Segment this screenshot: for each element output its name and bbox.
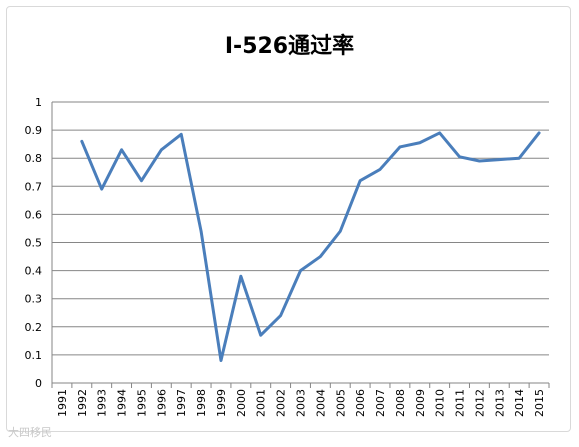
data-point: [398, 145, 402, 149]
data-point: [537, 131, 541, 135]
data-point: [100, 187, 103, 191]
x-tick-label: 2011: [454, 389, 467, 417]
y-tick-labels: 0 0.1 0.2 0.3 0.4 0.5 0.6 0.7 0.8 0.9 1: [25, 96, 43, 390]
x-tick-label: 2007: [374, 389, 387, 417]
x-tick-labels: 1991 1992 1993 1994 1995 1996 1997 1998 1999 2000…: [56, 389, 546, 417]
x-tick-label: 2013: [493, 389, 506, 417]
axes: [51, 102, 550, 388]
x-tick-label: 1999: [215, 389, 228, 417]
x-tick-label: 1994: [116, 389, 129, 417]
data-point: [358, 179, 362, 182]
data-point: [239, 275, 243, 278]
data-point: [140, 179, 143, 182]
watermark: 大四移民: [8, 426, 52, 439]
gridlines: [52, 101, 549, 356]
x-tick-label: 2008: [394, 389, 407, 417]
data-point: [279, 314, 282, 317]
x-tick-label: 2014: [513, 389, 526, 417]
x-tick-label: 2002: [275, 389, 288, 417]
x-tick-label: 1993: [96, 389, 109, 417]
x-tick-label: 2010: [434, 389, 447, 417]
y-tick-label: 0.3: [25, 293, 43, 306]
y-tick-label: 0.1: [25, 349, 43, 362]
data-point: [199, 230, 203, 233]
x-tick-label: 2000: [235, 389, 248, 417]
y-tick-label: 0.2: [25, 321, 43, 334]
x-tick-label: 1991: [56, 389, 69, 417]
x-tick-label: 2004: [314, 389, 327, 417]
series-line: [80, 131, 541, 363]
data-point: [80, 140, 84, 143]
y-tick-label: 0.6: [25, 208, 43, 221]
data-point: [259, 334, 262, 337]
data-point: [339, 230, 342, 233]
x-tick-label: 2006: [354, 389, 367, 417]
y-tick-label: 0.8: [25, 152, 43, 165]
y-tick-label: 0.5: [25, 237, 43, 250]
x-tick-label: 2001: [255, 389, 268, 417]
series-layer: [80, 131, 541, 363]
x-tick-label: 2005: [334, 389, 347, 417]
data-point: [299, 269, 302, 272]
data-point: [438, 131, 441, 135]
x-tick-label: 1998: [195, 389, 208, 417]
y-tick-label: 1: [35, 96, 42, 109]
data-point: [378, 168, 382, 171]
chart-frame: [6, 6, 571, 432]
data-point: [319, 255, 322, 258]
data-point: [180, 133, 183, 136]
y-tick-label: 0.4: [25, 265, 43, 278]
x-tick-label: 2012: [473, 389, 486, 417]
y-tick-label: 0: [35, 377, 42, 390]
data-point: [498, 158, 501, 161]
y-tick-label: 0.9: [25, 124, 43, 137]
x-tick-label: 1992: [76, 389, 89, 417]
data-point: [219, 359, 223, 362]
x-tick-label: 1995: [135, 389, 148, 417]
x-tick-label: 2009: [414, 389, 427, 417]
x-tick-label: 2015: [533, 389, 546, 417]
x-tick-label: 1997: [175, 389, 188, 417]
y-tick-label: 0.7: [25, 180, 43, 193]
data-point: [458, 155, 461, 158]
chart-title: I-526通过率: [224, 34, 355, 59]
data-point: [418, 141, 421, 144]
x-tick-label: 1996: [155, 389, 168, 417]
x-tick-label: 2003: [295, 389, 308, 417]
data-point: [120, 148, 123, 151]
data-point: [478, 159, 481, 163]
data-point: [160, 148, 163, 151]
data-point: [517, 157, 521, 160]
